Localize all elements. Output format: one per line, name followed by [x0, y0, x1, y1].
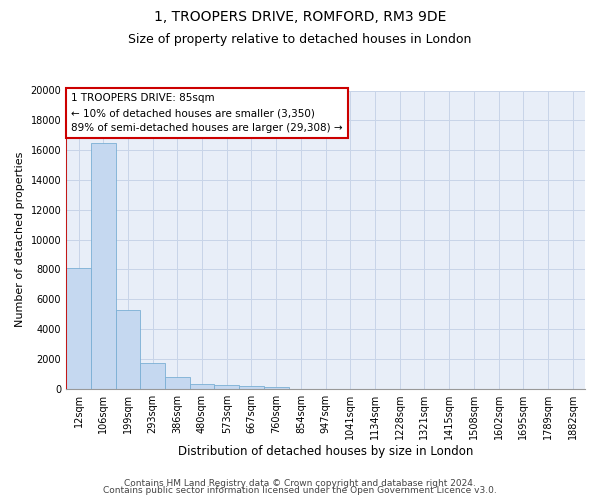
Text: Contains public sector information licensed under the Open Government Licence v3: Contains public sector information licen… [103, 486, 497, 495]
Y-axis label: Number of detached properties: Number of detached properties [15, 152, 25, 327]
Bar [116, 310, 140, 388]
Bar [165, 378, 190, 388]
Bar [264, 386, 289, 388]
Text: Size of property relative to detached houses in London: Size of property relative to detached ho… [128, 32, 472, 46]
Bar [239, 386, 264, 388]
Text: 1, TROOPERS DRIVE, ROMFORD, RM3 9DE: 1, TROOPERS DRIVE, ROMFORD, RM3 9DE [154, 10, 446, 24]
Text: 1 TROOPERS DRIVE: 85sqm
← 10% of detached houses are smaller (3,350)
89% of semi: 1 TROOPERS DRIVE: 85sqm ← 10% of detache… [71, 94, 343, 133]
X-axis label: Distribution of detached houses by size in London: Distribution of detached houses by size … [178, 444, 473, 458]
Bar [91, 142, 116, 388]
Text: Contains HM Land Registry data © Crown copyright and database right 2024.: Contains HM Land Registry data © Crown c… [124, 478, 476, 488]
Bar [190, 384, 214, 388]
Bar [214, 386, 239, 388]
Bar [140, 362, 165, 388]
Bar [66, 268, 91, 388]
